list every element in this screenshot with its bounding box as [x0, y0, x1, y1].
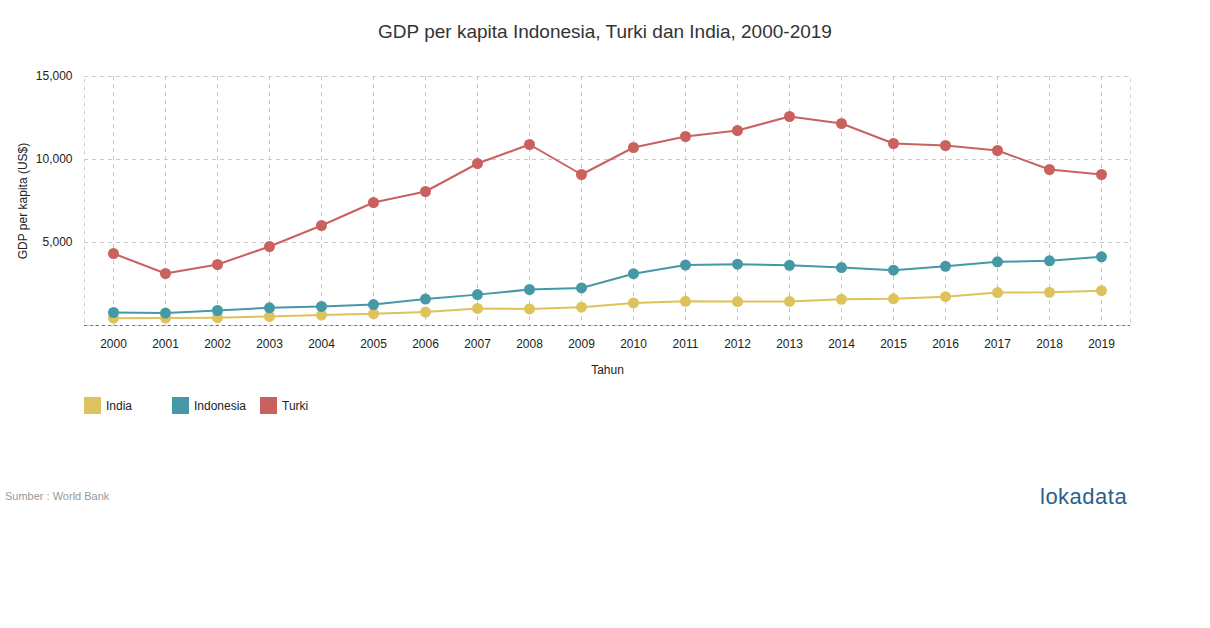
svg-text:2001: 2001	[152, 337, 179, 351]
svg-text:2009: 2009	[568, 337, 595, 351]
html-text:lokadata: lokadata	[1040, 484, 1128, 509]
svg-text:2010: 2010	[620, 337, 647, 351]
html-text:Indonesia: Indonesia	[194, 398, 246, 413]
html-text:GDP per kapita Indonesia, Turk: GDP per kapita Indonesia, Turki dan Indi…	[378, 21, 832, 42]
svg-text:2004: 2004	[308, 337, 335, 351]
svg-text:2017: 2017	[984, 337, 1011, 351]
svg-text:2007: 2007	[464, 337, 491, 351]
svg-text:2012: 2012	[724, 337, 751, 351]
svg-text:2008: 2008	[516, 337, 543, 351]
svg-text:2013: 2013	[776, 337, 803, 351]
svg-text:10,000: 10,000	[36, 152, 73, 166]
svg-text:2005: 2005	[360, 337, 387, 351]
svg-text:2015: 2015	[880, 337, 907, 351]
svg-text:2002: 2002	[204, 337, 231, 351]
svg-text:2011: 2011	[673, 337, 699, 351]
svg-text:2003: 2003	[256, 337, 283, 351]
svg-text:2019: 2019	[1088, 337, 1115, 351]
svg-text:2014: 2014	[828, 337, 855, 351]
svg-text:2018: 2018	[1036, 337, 1063, 351]
svg-text:15,000: 15,000	[36, 69, 73, 83]
html-text:Sumber : World Bank: Sumber : World Bank	[5, 490, 110, 502]
svg-text:GDP per kapita (US$): GDP per kapita (US$)	[16, 143, 30, 260]
svg-text:5,000: 5,000	[42, 235, 72, 249]
svg-text:2000: 2000	[100, 337, 127, 351]
html-text:Turki: Turki	[282, 398, 309, 413]
html-text:India: India	[106, 398, 132, 413]
svg-text:Tahun: Tahun	[591, 363, 624, 377]
svg-text:2006: 2006	[412, 337, 439, 351]
svg-text:2016: 2016	[932, 337, 959, 351]
